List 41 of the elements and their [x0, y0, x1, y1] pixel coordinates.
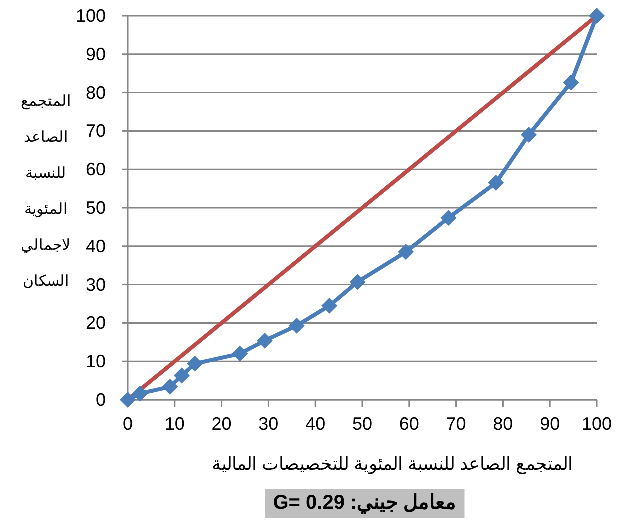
x-tick-label: 80	[493, 414, 514, 434]
point	[350, 274, 366, 290]
x-tick-label: 40	[306, 414, 326, 434]
point	[256, 332, 273, 349]
point	[488, 175, 504, 192]
point	[322, 298, 338, 314]
point	[120, 392, 136, 408]
y-tick-label: 0	[96, 390, 106, 410]
point	[162, 378, 178, 395]
y-tick-label: 30	[86, 274, 106, 295]
y-tick-label: 90	[86, 44, 106, 64]
point	[440, 210, 457, 226]
y-tick-label: 100	[76, 6, 106, 26]
y-tick-label: 40	[86, 236, 106, 256]
y-tick-label: 10	[86, 352, 106, 372]
xlabel: المتجمع الصاعد للنسبة المئوية للتخصيصات المالية	[212, 454, 573, 474]
point	[520, 127, 537, 144]
x-tick-label: 100	[582, 414, 612, 434]
y-tick-label: 20	[86, 313, 106, 334]
point	[232, 346, 248, 362]
x-tick-label: 30	[258, 414, 279, 434]
y-tick-label: 70	[86, 121, 106, 142]
annotation: معامل جيني: G= 0.29	[265, 489, 465, 518]
y-tick-label: 60	[86, 160, 106, 180]
point	[174, 368, 190, 384]
ylabel: المتجمع الصاعد للنسبة المئوية لاجمالي السكان	[21, 93, 71, 290]
point	[398, 244, 414, 260]
point	[288, 318, 305, 334]
y-tick-label: 80	[86, 82, 106, 103]
point	[187, 356, 204, 372]
y-tick-label: 50	[86, 198, 106, 218]
x-tick-label: 0	[122, 414, 134, 434]
x-tick-label: 70	[446, 414, 466, 434]
x-tick-label: 20	[212, 414, 232, 434]
x-tick-label: 90	[540, 414, 560, 434]
x-tick-label: 50	[352, 414, 373, 434]
point	[589, 8, 605, 24]
x-tick-label: 10	[164, 414, 185, 434]
point	[132, 386, 148, 402]
x-tick-label: 60	[399, 414, 420, 434]
point	[563, 74, 580, 91]
